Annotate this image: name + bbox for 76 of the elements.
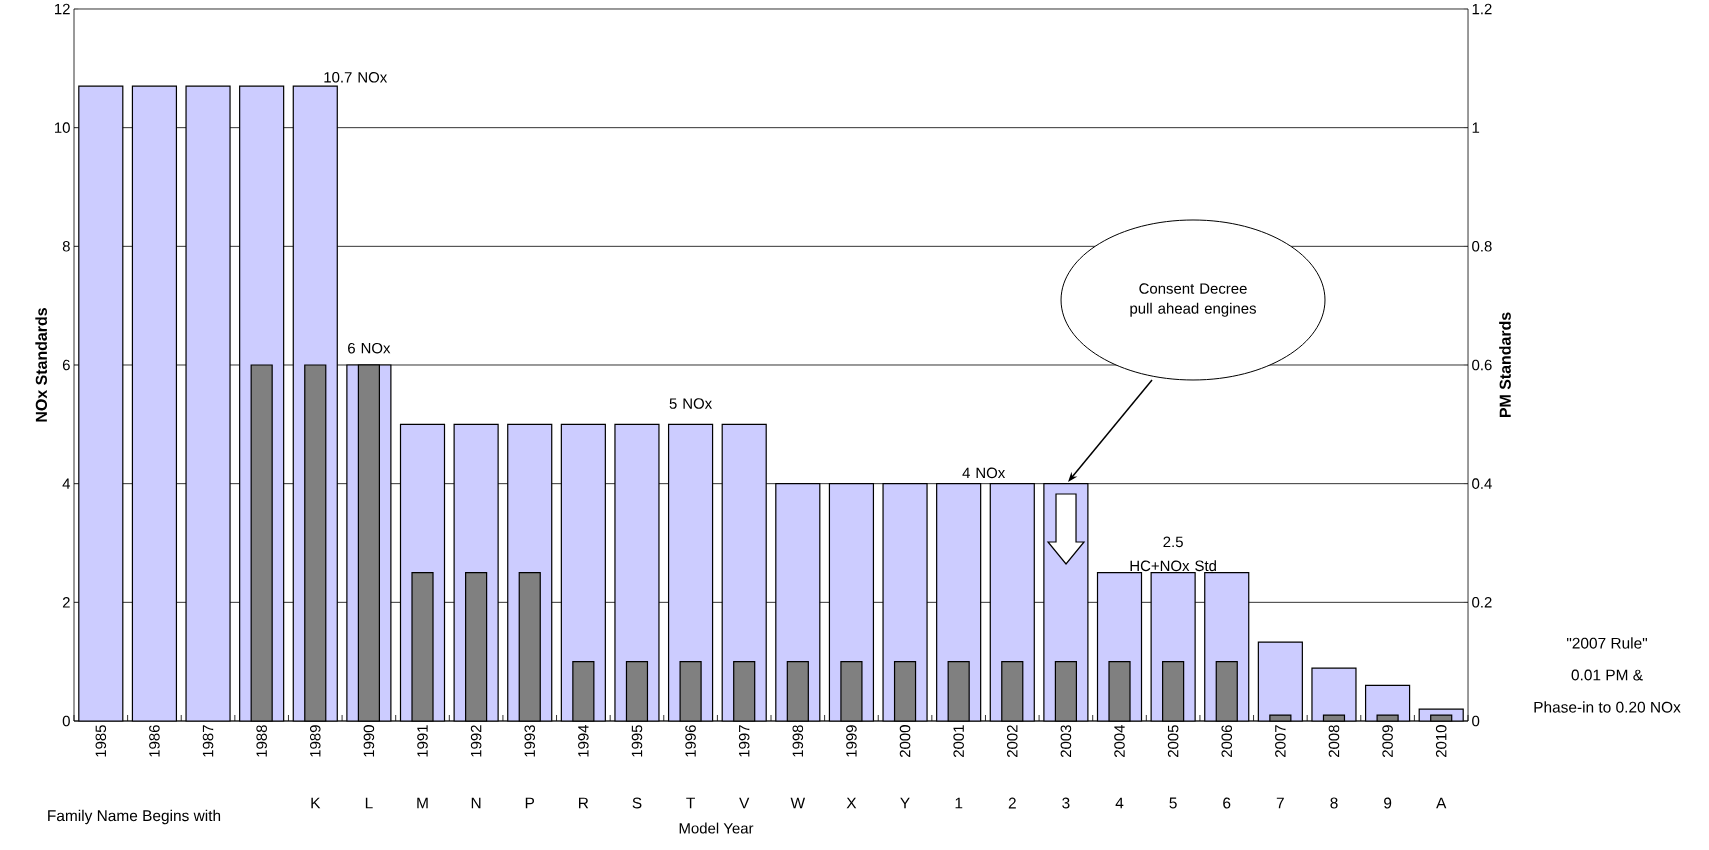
text: N	[471, 797, 481, 809]
x-tick-label: 2004	[1114, 724, 1125, 758]
text: 6	[1223, 797, 1231, 809]
text: R	[579, 797, 589, 809]
text: V	[739, 797, 750, 809]
annotation: 4 NOx	[962, 467, 1006, 479]
x-tick-label: 1991	[417, 725, 428, 757]
x-tick-label: 1990	[363, 725, 375, 757]
text: Family Name Begins with	[48, 809, 221, 825]
text: 3	[1062, 797, 1070, 809]
x-tick-label: 2003	[1060, 725, 1072, 758]
x-tick-label: 2007	[1275, 725, 1286, 758]
x-tick-label: 2000	[899, 725, 911, 758]
x-tick-label: 1987	[202, 725, 214, 757]
x-tick-label: 1986	[149, 725, 160, 757]
x-tick-label: 1999	[846, 725, 857, 757]
text: 1	[955, 797, 963, 809]
x-tick-label: 1993	[524, 725, 536, 757]
text: S	[632, 797, 642, 809]
x-tick-label: 1985	[95, 725, 107, 757]
y2-tick-label: 0	[1472, 715, 1480, 727]
y2-tick-label: 0.6	[1472, 359, 1492, 371]
text: A	[1436, 797, 1447, 809]
y2-tick-label: 1	[1472, 122, 1480, 133]
text: 9	[1384, 797, 1392, 809]
text: M	[417, 797, 428, 809]
text: Y	[900, 797, 910, 809]
text: 5	[1169, 797, 1177, 809]
y-tick-label: 4	[62, 478, 71, 489]
x-tick-label: 1996	[685, 725, 696, 757]
y2-axis-title: PM Standards	[1499, 312, 1511, 418]
text: L	[365, 797, 373, 809]
text: "2007 Rule"	[1566, 637, 1648, 649]
x-tick-label: 1988	[256, 725, 267, 757]
annotation: Consent Decree pull ahead engines	[1130, 283, 1256, 317]
x-tick-label: 1994	[578, 724, 589, 757]
y-tick-label: 2	[62, 597, 70, 608]
y-axis-title: NOx Standards	[35, 308, 48, 422]
x-tick-label: 2006	[1221, 725, 1233, 758]
annotation: 10.7 NOx	[324, 72, 388, 83]
text: X	[846, 797, 857, 809]
x-tick-label: 2001	[953, 725, 964, 758]
x-tick-label: 2009	[1382, 725, 1393, 758]
text: P	[525, 797, 535, 809]
text: 2	[1008, 797, 1016, 809]
text: W	[790, 797, 806, 809]
y2-tick-label: 0.4	[1472, 478, 1492, 489]
text: 7	[1276, 797, 1284, 809]
x-tick-label: 2005	[1167, 725, 1179, 758]
y-tick-label: 0	[62, 715, 70, 727]
x-tick-label: 1989	[309, 725, 321, 757]
x-tick-label: 1995	[631, 725, 643, 757]
text: T	[686, 797, 695, 809]
annotation: 6 NOx	[348, 342, 391, 354]
text: 0.01 PM &	[1571, 669, 1643, 681]
y-tick-label: 6	[62, 359, 70, 371]
x-tick-label: 1992	[470, 725, 482, 757]
x-axis-title: Model Year	[679, 822, 754, 834]
y-tick-label: 10	[55, 122, 70, 133]
x-tick-label: 2010	[1435, 725, 1447, 758]
x-tick-label: 2008	[1328, 725, 1340, 758]
annotation: HC+NOx Std	[1130, 560, 1216, 572]
y-tick-label: 8	[62, 241, 70, 252]
y2-tick-label: 0.2	[1472, 597, 1492, 608]
text: Phase-in to 0.20 NOx	[1534, 701, 1681, 713]
y-tick-label: 12	[55, 3, 70, 15]
text: 8	[1330, 797, 1338, 809]
y2-tick-label: 1.2	[1472, 3, 1492, 15]
y2-tick-label: 0.8	[1472, 241, 1492, 252]
text: K	[311, 797, 321, 809]
x-tick-label: 2002	[1006, 725, 1018, 758]
x-tick-label: 1997	[738, 725, 750, 757]
annotation: 2.5	[1163, 536, 1183, 548]
text: 4	[1115, 797, 1124, 809]
x-tick-label: 1998	[792, 725, 804, 757]
annotation: 5 NOx	[669, 398, 713, 409]
